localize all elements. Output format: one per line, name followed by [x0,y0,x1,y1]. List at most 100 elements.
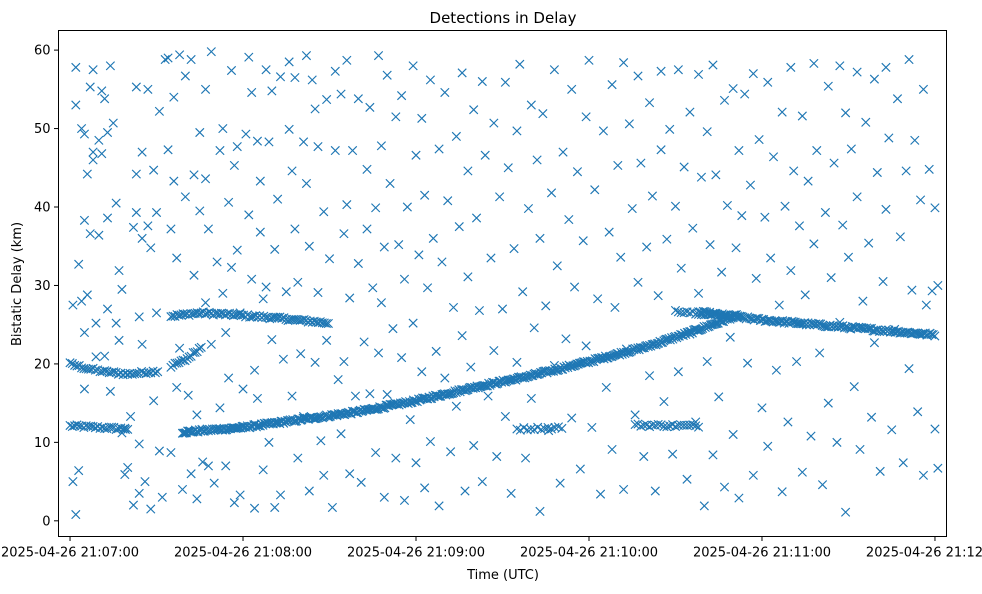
data-point [371,447,381,458]
track-point [376,402,386,413]
data-point [702,356,712,367]
data-point [391,453,401,463]
data-point [102,127,113,138]
data-point [815,348,825,358]
data-point [105,386,116,396]
data-point [691,417,701,427]
data-point [339,229,349,239]
data-point [420,483,430,493]
data-point [417,367,427,377]
track-point [170,358,180,368]
data-point [183,390,193,400]
track-point [653,419,663,430]
track-point [299,314,309,325]
data-point [368,283,378,293]
data-point [324,254,335,264]
data-point [163,145,173,155]
data-point [146,243,156,253]
data-point [359,337,369,347]
data-point [189,170,199,180]
data-point [82,290,92,300]
y-tick-label: 50 [34,122,51,137]
data-point [174,343,185,353]
x-tick-label: 2025-04-26 21:08:00 [174,546,312,561]
track-point [323,318,333,329]
track-point [369,404,380,414]
data-point [399,495,410,506]
data-point [215,145,225,156]
data-point [301,178,312,189]
data-point [85,82,95,92]
data-point [567,84,577,94]
data-point [97,149,107,159]
data-point [910,135,920,145]
data-point [140,476,150,487]
data-point [396,353,407,363]
data-point [650,486,660,496]
data-point [244,52,254,62]
data-point [247,274,257,284]
data-point [241,129,251,139]
data-point [840,108,851,118]
data-point [120,423,130,433]
data-point [174,50,185,60]
y-tick-label: 30 [34,279,51,294]
data-point [688,223,698,233]
data-point [618,484,629,495]
track-point [709,319,720,329]
data-point [391,112,401,122]
track-point [351,408,361,418]
data-point [869,338,880,348]
data-point [206,339,216,349]
data-point [791,356,802,367]
data-point [189,270,199,280]
track-point [717,310,727,320]
data-point [128,500,139,510]
data-point [797,111,807,121]
data-point [593,294,603,304]
data-point [907,285,917,295]
track-point [297,315,307,325]
data-point [85,229,95,239]
data-point [869,74,880,84]
data-point [448,302,459,313]
data-point [685,329,695,339]
data-point [223,197,234,207]
data-point [422,283,433,293]
data-point [829,158,839,168]
data-point [100,94,110,104]
track-point [100,366,110,376]
plot-frame [58,30,947,537]
data-point [252,136,263,146]
data-point [466,362,476,372]
data-point [408,318,418,328]
data-point [149,165,159,175]
y-axis-ticks: 0 10 20 30 40 50 60 [34,44,59,529]
data-point [627,203,637,214]
data-point [255,176,265,186]
data-point [131,82,141,92]
data-point [760,212,770,222]
data-point [812,145,822,156]
data-point [301,50,312,61]
data-point [636,158,646,168]
x-tick-label: 2025-04-26 21:10:00 [520,546,658,561]
data-point [278,354,288,364]
data-point [613,160,623,171]
data-point [425,75,436,85]
data-point [633,277,643,287]
data-point [817,480,828,490]
data-point [229,160,239,171]
data-point [601,382,611,393]
data-point [74,465,84,476]
data-point [180,192,190,202]
data-point [88,147,98,157]
track-point [95,423,105,433]
data-point [330,66,340,76]
data-point [137,233,147,243]
track-point [150,368,160,378]
data-point [722,200,732,211]
data-point [267,86,277,96]
data-point [457,331,467,341]
track-point [176,356,186,366]
